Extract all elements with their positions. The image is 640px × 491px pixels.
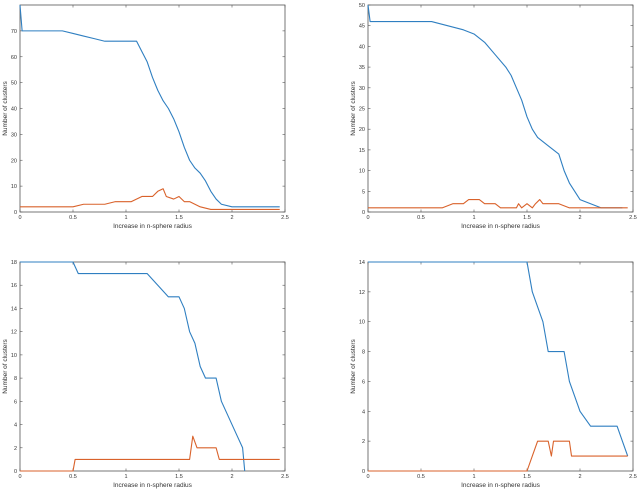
series-line-orange	[20, 188, 280, 210]
x-tick-label: 1.5	[175, 215, 183, 221]
y-tick-label: 45	[359, 24, 365, 30]
y-tick-label: 4	[362, 409, 365, 415]
x-tick-label: 2.5	[629, 215, 637, 221]
x-axis-label: Increase in n-sphere radius	[113, 482, 193, 489]
y-axis-label: Number of clusters	[350, 80, 357, 135]
y-tick-label: 8	[362, 350, 365, 356]
x-tick-label: 2	[230, 474, 233, 480]
y-tick-label: 30	[11, 132, 17, 138]
plot-frame	[367, 261, 634, 472]
x-tick-label: 1.5	[175, 474, 183, 480]
series-line-blue	[367, 4, 623, 209]
x-tick-label: 2.5	[281, 215, 289, 221]
series-line-blue	[20, 261, 246, 472]
y-tick-label: 10	[359, 169, 365, 175]
series-line-orange	[368, 440, 628, 472]
y-tick-label: 40	[11, 107, 17, 113]
x-tick-label: 2.5	[281, 474, 289, 480]
x-tick-label: 1	[472, 474, 475, 480]
y-axis-label: Number of clusters	[2, 338, 9, 393]
x-tick-label: 0.5	[417, 215, 425, 221]
y-tick-label: 0	[362, 469, 365, 475]
y-tick-label: 0	[14, 210, 17, 216]
y-tick-label: 50	[359, 3, 365, 9]
plot-frame	[19, 261, 286, 472]
y-tick-label: 18	[11, 260, 17, 266]
series-line-blue	[19, 4, 280, 208]
y-tick-label: 70	[11, 29, 17, 35]
chart-panel-3: 0 0.5 1 1.5 2 2.5 0 2 4 6 8 10 12 14 16 18 Increase in n…	[2, 260, 289, 489]
x-tick-label: 1	[124, 474, 127, 480]
x-tick-label: 0	[18, 215, 21, 221]
x-axis-label: Increase in n-sphere radius	[113, 223, 193, 230]
y-tick-label: 5	[362, 189, 365, 195]
y-tick-label: 20	[11, 158, 17, 164]
y-tick-label: 60	[11, 55, 17, 61]
y-tick-label: 8	[14, 376, 17, 382]
y-tick-label: 25	[359, 107, 365, 113]
x-tick-label: 1.5	[523, 474, 531, 480]
x-tick-label: 0	[18, 474, 21, 480]
y-tick-label: 35	[359, 65, 365, 71]
y-tick-label: 16	[11, 283, 17, 289]
x-axis-label: Increase in n-sphere radius	[461, 223, 541, 230]
x-tick-label: 2	[578, 215, 581, 221]
x-tick-label: 0.5	[417, 474, 425, 480]
x-tick-label: 0.5	[69, 474, 77, 480]
y-tick-label: 40	[359, 44, 365, 50]
y-tick-label: 15	[359, 148, 365, 154]
x-tick-label: 2.5	[629, 474, 637, 480]
x-tick-label: 0	[366, 474, 369, 480]
y-tick-label: 4	[14, 423, 17, 429]
series-line-orange	[20, 435, 280, 472]
x-tick-label: 1	[124, 215, 127, 221]
y-tick-label: 2	[362, 439, 365, 445]
plot-frame	[19, 4, 286, 213]
y-tick-label: 6	[14, 399, 17, 405]
series-line-orange	[368, 199, 628, 209]
y-tick-label: 12	[359, 290, 365, 296]
plot-frame	[367, 4, 634, 213]
y-tick-label: 30	[359, 86, 365, 92]
y-axis-label: Number of clusters	[2, 80, 9, 135]
x-tick-label: 1	[472, 215, 475, 221]
y-tick-label: 20	[359, 127, 365, 133]
x-tick-label: 0.5	[69, 215, 77, 221]
x-tick-label: 1.5	[523, 215, 531, 221]
x-tick-label: 2	[578, 474, 581, 480]
y-tick-label: 10	[11, 353, 17, 359]
y-tick-label: 0	[362, 210, 365, 216]
y-tick-label: 50	[11, 81, 17, 87]
chart-panel-4: 0 0.5 1 1.5 2 2.5 0 2 4 6 8 10 12 14 Increase in n-sph…	[350, 260, 637, 489]
x-tick-label: 2	[230, 215, 233, 221]
y-tick-label: 2	[14, 446, 17, 452]
y-axis-label: Number of clusters	[350, 338, 357, 393]
y-tick-label: 10	[359, 320, 365, 326]
x-axis-label: Increase in n-sphere radius	[461, 482, 541, 489]
x-tick-label: 0	[366, 215, 369, 221]
y-tick-label: 12	[11, 330, 17, 336]
chart-panel-2: 0 0.5 1 1.5 2 2.5 0 5 10 15 20 25 30 35 40 45 50 Increase…	[350, 3, 637, 230]
y-tick-label: 6	[362, 379, 365, 385]
chart-panel-1: 0 0.5 1 1.5 2 2.5 0 10 20 30 40 50 60 70 Increase in n…	[2, 4, 289, 230]
y-tick-label: 14	[11, 306, 17, 312]
y-tick-label: 0	[14, 469, 17, 475]
series-line-blue	[368, 261, 629, 457]
y-tick-label: 10	[11, 184, 17, 190]
y-tick-label: 14	[359, 260, 365, 266]
